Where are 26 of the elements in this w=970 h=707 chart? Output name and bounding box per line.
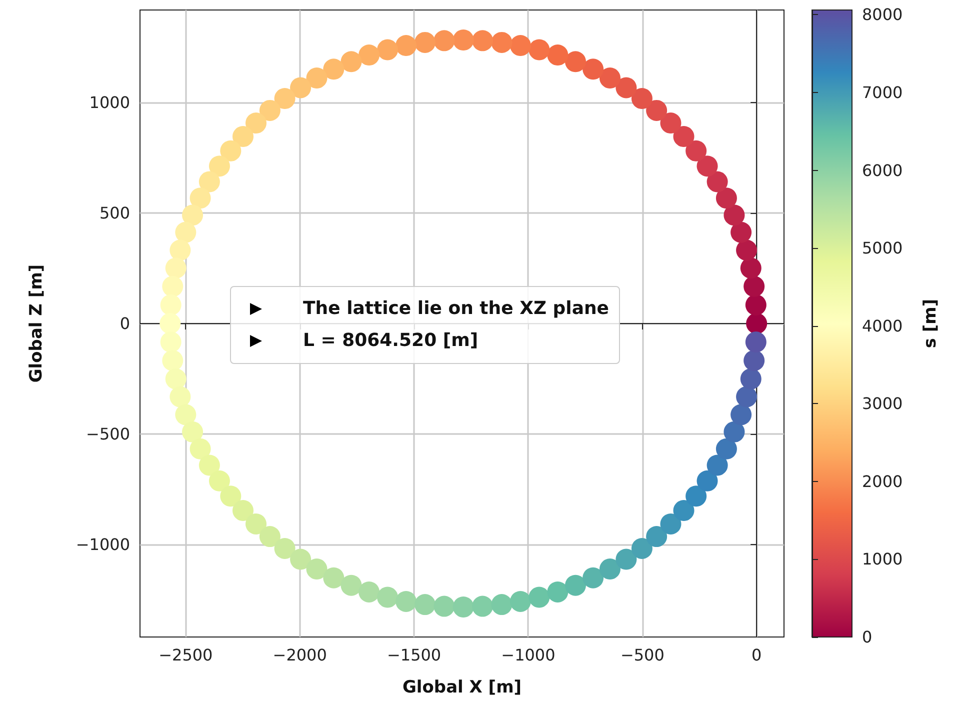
color-bar-label: 1000 — [862, 550, 903, 569]
y-axis-title: Global Z [m] — [26, 264, 46, 383]
x-axis-title: Global X [m] — [402, 678, 522, 698]
color-bar-label: 4000 — [862, 316, 903, 336]
legend-box: The lattice lie on the XZ plane L = 8064.520 [m] — [230, 286, 620, 364]
annotation: The lattice lie on the XZ plane — [303, 297, 609, 321]
y-tick-label: 1000 — [89, 93, 130, 112]
color-bar-label: 7000 — [862, 82, 903, 102]
x-tick-label: −500 — [620, 646, 664, 664]
color-bar-title: s [m] — [920, 298, 940, 348]
x-tick-label: 0 — [752, 646, 762, 664]
x-tick-label: −1000 — [501, 646, 556, 664]
annotation: L = 8064.520 [m] — [303, 329, 478, 353]
color-bar-label: 6000 — [862, 160, 903, 180]
y-tick-label: −1000 — [76, 534, 130, 554]
color-bar-label: 8000 — [862, 5, 903, 24]
color-bar-label: 5000 — [862, 238, 903, 258]
x-tick-label: −1500 — [386, 646, 442, 664]
color-bar-label: 2000 — [862, 472, 903, 491]
y-tick-label: −500 — [86, 424, 130, 444]
color-bar-label: 3000 — [862, 394, 903, 414]
y-tick-label: 0 — [120, 314, 130, 333]
x-tick-label: −2500 — [158, 646, 213, 664]
x-tick-label: −2000 — [272, 646, 327, 664]
color-bar-label: 0 — [862, 628, 872, 646]
y-tick-label: 500 — [99, 204, 130, 223]
